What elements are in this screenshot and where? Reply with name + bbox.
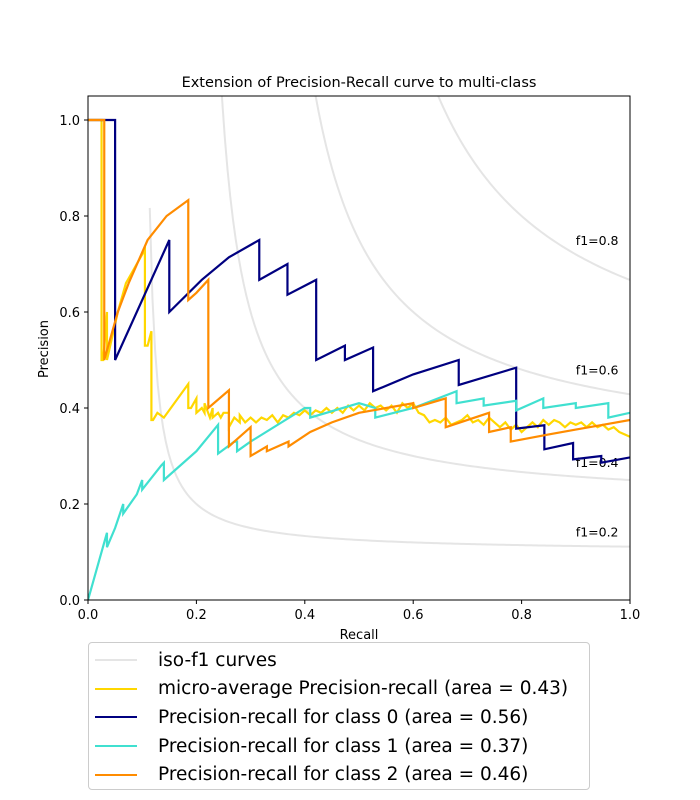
legend-label: Precision-recall for class 2 (area = 0.4… bbox=[158, 764, 529, 786]
y-tick-label: 0.0 bbox=[59, 594, 80, 609]
y-axis: 0.0 0.2 0.4 0.6 0.8 1.0 bbox=[59, 114, 88, 609]
iso-f1-curve bbox=[437, 96, 630, 281]
iso-f1-curve bbox=[314, 96, 630, 396]
x-axis: 0.0 0.2 0.4 0.6 0.8 1.0 bbox=[78, 600, 641, 623]
legend-swatch bbox=[95, 745, 137, 748]
x-tick-label: 0.2 bbox=[186, 608, 207, 623]
y-tick-label: 0.6 bbox=[59, 306, 80, 321]
legend: iso-f1 curves micro-average Precision-re… bbox=[88, 642, 590, 790]
y-tick-label: 0.2 bbox=[59, 498, 80, 513]
y-axis-label: Precision bbox=[37, 320, 52, 378]
legend-item-class-0: Precision-recall for class 0 (area = 0.5… bbox=[89, 703, 589, 732]
legend-item-class-1: Precision-recall for class 1 (area = 0.3… bbox=[89, 732, 589, 761]
series-line-3 bbox=[88, 118, 630, 458]
legend-swatch bbox=[95, 716, 137, 719]
iso-f1-curve bbox=[148, 207, 630, 548]
legend-swatch bbox=[95, 773, 137, 776]
iso-f1-label: f1=0.8 bbox=[576, 233, 619, 248]
x-tick-label: 0.8 bbox=[511, 608, 532, 623]
chart-title: Extension of Precision-Recall curve to m… bbox=[182, 75, 537, 91]
iso-f1-label: f1=0.6 bbox=[576, 362, 619, 377]
series-layer bbox=[88, 118, 630, 600]
legend-label: Precision-recall for class 0 (area = 0.5… bbox=[158, 706, 529, 728]
y-tick-label: 0.8 bbox=[59, 210, 80, 225]
x-axis-label: Recall bbox=[340, 628, 379, 643]
legend-swatch bbox=[95, 659, 137, 662]
legend-swatch bbox=[95, 687, 137, 690]
legend-label: micro-average Precision-recall (area = 0… bbox=[158, 678, 569, 700]
iso-f1-curve bbox=[220, 96, 630, 481]
legend-item-micro-average: micro-average Precision-recall (area = 0… bbox=[89, 675, 589, 704]
series-line-2 bbox=[88, 389, 630, 600]
series-line-1 bbox=[88, 118, 630, 465]
x-tick-label: 0.0 bbox=[78, 608, 99, 623]
y-tick-label: 0.4 bbox=[59, 402, 80, 417]
legend-item-class-2: Precision-recall for class 2 (area = 0.4… bbox=[89, 760, 589, 789]
x-tick-label: 0.4 bbox=[294, 608, 315, 623]
series-line-0 bbox=[88, 118, 630, 438]
iso-f1-label: f1=0.2 bbox=[576, 524, 619, 539]
x-tick-label: 1.0 bbox=[620, 608, 641, 623]
legend-label: Precision-recall for class 1 (area = 0.3… bbox=[158, 735, 529, 757]
iso-f1-labels: f1=0.2f1=0.4f1=0.6f1=0.8 bbox=[576, 233, 619, 540]
y-tick-label: 1.0 bbox=[59, 114, 80, 129]
legend-label: iso-f1 curves bbox=[158, 649, 277, 671]
plot-frame bbox=[87, 95, 631, 601]
iso-f1-layer bbox=[148, 96, 630, 548]
x-tick-label: 0.6 bbox=[403, 608, 424, 623]
legend-item-iso-f1: iso-f1 curves bbox=[89, 646, 589, 675]
